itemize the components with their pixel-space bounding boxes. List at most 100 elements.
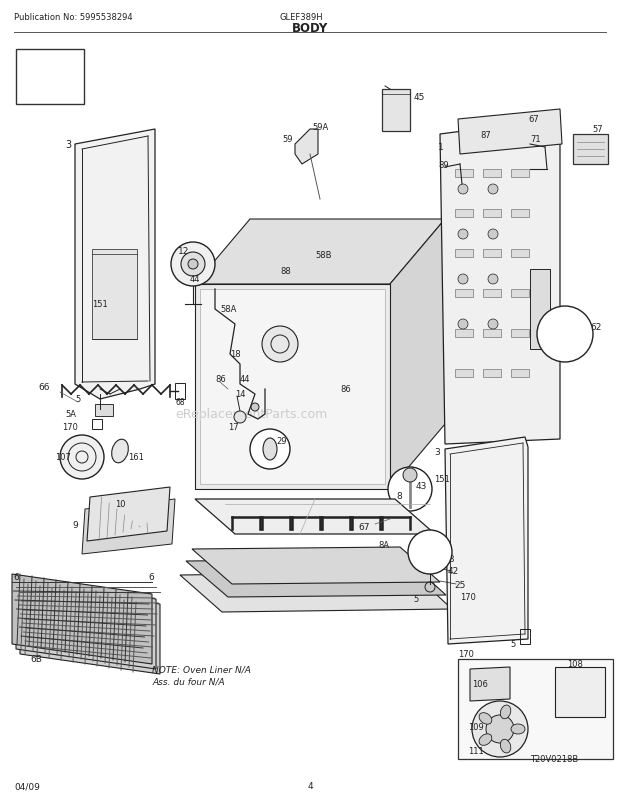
Text: 8A: 8A	[378, 540, 389, 549]
Polygon shape	[87, 488, 170, 541]
Text: 29: 29	[276, 437, 286, 446]
Circle shape	[188, 260, 198, 269]
Polygon shape	[75, 130, 155, 399]
Circle shape	[537, 306, 593, 363]
Text: NOTE: Oven Liner N/A: NOTE: Oven Liner N/A	[152, 665, 251, 674]
Polygon shape	[16, 579, 156, 669]
Text: GLEF389H: GLEF389H	[280, 13, 324, 22]
Polygon shape	[195, 500, 435, 534]
Bar	[95, 404, 113, 416]
Text: 9: 9	[72, 520, 78, 529]
Ellipse shape	[263, 439, 277, 460]
Bar	[455, 370, 473, 378]
Text: 111: 111	[468, 747, 484, 755]
Bar	[483, 170, 501, 178]
Polygon shape	[295, 130, 318, 164]
Ellipse shape	[500, 705, 511, 719]
Text: 6: 6	[148, 573, 154, 581]
Text: 5A: 5A	[422, 543, 433, 552]
Bar	[175, 383, 185, 399]
Polygon shape	[445, 437, 528, 644]
Bar	[455, 330, 473, 338]
Text: 170: 170	[460, 593, 476, 602]
Bar	[483, 249, 501, 257]
Bar	[511, 170, 529, 178]
Text: 3: 3	[434, 448, 440, 457]
Polygon shape	[20, 585, 160, 674]
Text: 67: 67	[528, 115, 539, 124]
Circle shape	[488, 274, 498, 285]
Text: 44: 44	[240, 375, 250, 384]
Text: 25: 25	[454, 581, 466, 589]
Polygon shape	[195, 220, 445, 285]
Bar	[92, 249, 137, 339]
Bar	[455, 210, 473, 217]
Text: 62: 62	[590, 323, 601, 332]
Bar	[382, 90, 410, 132]
Polygon shape	[200, 290, 385, 484]
Text: 04/09: 04/09	[14, 781, 40, 791]
Bar	[455, 290, 473, 298]
Text: Publication No: 5995538294: Publication No: 5995538294	[14, 13, 133, 22]
Text: 1: 1	[438, 144, 444, 152]
Circle shape	[388, 468, 432, 512]
Circle shape	[488, 184, 498, 195]
Ellipse shape	[500, 739, 511, 753]
Text: 59A: 59A	[312, 124, 328, 132]
Text: 67: 67	[358, 523, 370, 532]
Text: 151: 151	[434, 475, 450, 484]
Bar	[511, 290, 529, 298]
Polygon shape	[192, 547, 440, 585]
Circle shape	[458, 274, 468, 285]
Text: 5A: 5A	[65, 410, 76, 419]
Text: 170: 170	[62, 423, 78, 432]
Text: 6B: 6B	[30, 654, 42, 664]
Text: 5: 5	[413, 595, 418, 604]
Circle shape	[171, 243, 215, 286]
Bar	[483, 290, 501, 298]
Bar	[511, 249, 529, 257]
Polygon shape	[458, 110, 562, 155]
Text: 63: 63	[558, 333, 570, 342]
Bar	[555, 667, 605, 717]
Text: 42: 42	[448, 567, 459, 576]
Text: 108: 108	[567, 660, 583, 669]
Ellipse shape	[479, 734, 492, 745]
Polygon shape	[186, 559, 446, 597]
Text: 4: 4	[307, 781, 313, 791]
Bar	[511, 210, 529, 217]
Bar	[520, 630, 530, 644]
Circle shape	[251, 403, 259, 411]
Circle shape	[262, 326, 298, 363]
Circle shape	[60, 435, 104, 480]
Circle shape	[488, 229, 498, 240]
Text: 21: 21	[42, 52, 56, 62]
Text: 12: 12	[178, 247, 189, 256]
Bar	[511, 370, 529, 378]
Text: 44: 44	[190, 275, 200, 284]
Ellipse shape	[511, 724, 525, 734]
Text: 10: 10	[115, 500, 125, 508]
Text: 58: 58	[443, 555, 454, 564]
Ellipse shape	[479, 713, 492, 724]
Circle shape	[488, 320, 498, 330]
Circle shape	[403, 468, 417, 482]
Bar	[511, 330, 529, 338]
Text: 5: 5	[75, 395, 80, 404]
Text: 71: 71	[530, 136, 541, 144]
Text: 107: 107	[55, 453, 71, 462]
Bar	[16, 50, 84, 105]
Text: 6: 6	[13, 573, 19, 581]
Text: T20V0218B: T20V0218B	[530, 755, 578, 764]
Polygon shape	[470, 667, 510, 701]
Text: 161: 161	[128, 453, 144, 462]
Circle shape	[458, 229, 468, 240]
Text: 14: 14	[235, 390, 246, 399]
Text: 3: 3	[65, 140, 71, 150]
Circle shape	[486, 715, 514, 743]
Text: 170: 170	[458, 650, 474, 658]
Text: 88: 88	[280, 267, 291, 276]
Circle shape	[250, 429, 290, 469]
Text: 43: 43	[416, 482, 427, 491]
Bar	[483, 210, 501, 217]
